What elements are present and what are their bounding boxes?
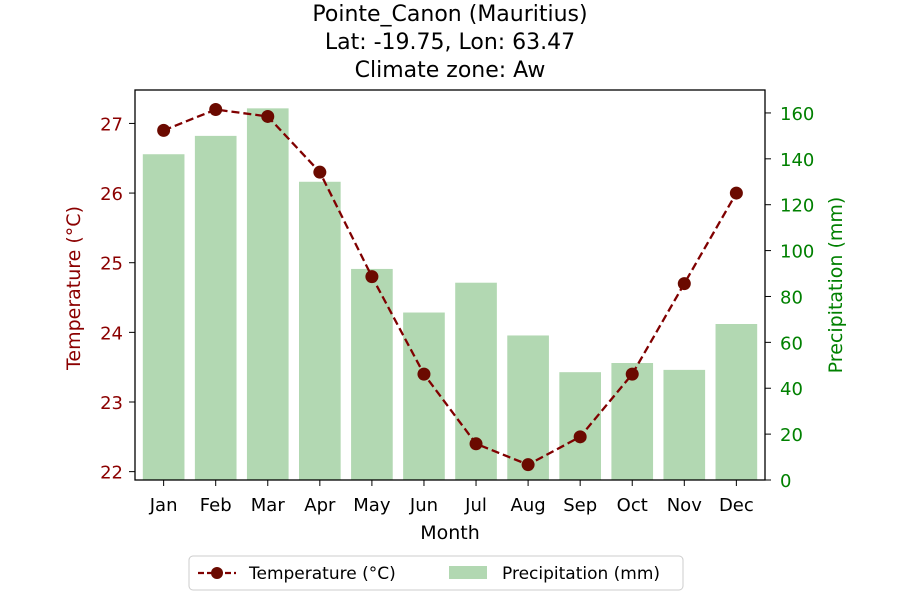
legend-precipitation-label: Precipitation (mm) bbox=[502, 564, 660, 584]
precipitation-bar-sep bbox=[559, 372, 601, 480]
temperature-point-oct bbox=[625, 367, 639, 381]
x-tick-label-jan: Jan bbox=[149, 495, 178, 516]
precipitation-bar-dec bbox=[715, 324, 758, 480]
left-y-axis-label: Temperature (°C) bbox=[63, 206, 85, 371]
right-y-tick-label: 100 bbox=[780, 242, 814, 263]
right-y-tick-label: 40 bbox=[780, 379, 803, 400]
x-tick-label-may: May bbox=[353, 495, 391, 516]
temperature-point-jan bbox=[157, 123, 171, 137]
right-y-tick-label: 80 bbox=[780, 287, 803, 308]
legend-dot-marker bbox=[211, 567, 223, 579]
temperature-point-nov bbox=[677, 277, 691, 291]
temperature-point-jul bbox=[469, 437, 483, 451]
legend-precipitation-swatch bbox=[449, 566, 487, 579]
left-y-tick-label: 22 bbox=[100, 463, 123, 484]
x-tick-label-apr: Apr bbox=[304, 495, 336, 516]
title-line-1: Pointe_Canon (Mauritius) bbox=[312, 2, 587, 27]
precipitation-bar-apr bbox=[299, 181, 341, 480]
x-tick-label-mar: Mar bbox=[251, 495, 286, 516]
right-y-tick-label: 20 bbox=[780, 425, 803, 446]
x-tick-label-jul: Jul bbox=[464, 495, 487, 516]
right-y-tick-label: 0 bbox=[780, 471, 791, 492]
left-y-axis-ticks: 22 23 24 25 26 27 bbox=[100, 114, 135, 484]
x-axis-ticks: Jan Feb Mar Apr May Jun Jul Aug Sep Oct Nov Dec bbox=[149, 480, 754, 516]
temperature-point-dec bbox=[729, 186, 743, 200]
x-tick-label-sep: Sep bbox=[563, 495, 597, 516]
left-y-tick-label: 25 bbox=[100, 254, 123, 275]
legend-temperature-swatch bbox=[198, 567, 236, 579]
left-y-tick-label: 24 bbox=[100, 323, 123, 344]
right-y-axis-ticks: 0 20 40 60 80 100 120 140 160 bbox=[765, 104, 814, 492]
x-tick-label-aug: Aug bbox=[511, 495, 546, 516]
x-tick-label-oct: Oct bbox=[617, 495, 648, 516]
precipitation-bar-aug bbox=[507, 335, 549, 480]
temperature-point-feb bbox=[209, 103, 223, 116]
temperature-line bbox=[157, 103, 743, 472]
left-y-tick-label: 27 bbox=[100, 114, 123, 135]
precipitation-bar-may bbox=[351, 268, 393, 480]
x-tick-label-nov: Nov bbox=[667, 495, 702, 516]
axes bbox=[134, 89, 766, 481]
right-y-axis-label: Precipitation (mm) bbox=[825, 197, 847, 374]
x-axis-label: Month bbox=[420, 522, 480, 544]
precipitation-bar-mar bbox=[246, 108, 289, 481]
right-y-tick-label: 140 bbox=[780, 150, 814, 171]
left-y-tick-label: 26 bbox=[100, 184, 123, 205]
temperature-point-mar bbox=[261, 109, 275, 123]
x-tick-label-jun: Jun bbox=[409, 495, 438, 516]
title-line-3: Climate zone: Aw bbox=[355, 58, 546, 83]
x-tick-label-feb: Feb bbox=[200, 495, 232, 516]
temperature-point-jun bbox=[417, 367, 431, 381]
precipitation-bar-jul bbox=[455, 282, 497, 480]
x-tick-label-dec: Dec bbox=[719, 495, 754, 516]
precipitation-bar-feb bbox=[194, 135, 237, 480]
right-y-tick-label: 60 bbox=[780, 333, 803, 354]
title-line-2: Lat: -19.75, Lon: 63.47 bbox=[325, 30, 575, 55]
temperature-point-aug bbox=[521, 458, 535, 472]
chart-title: Pointe_Canon (Mauritius) Lat: -19.75, Lo… bbox=[312, 2, 587, 83]
right-y-tick-label: 160 bbox=[780, 104, 814, 125]
temperature-point-sep bbox=[573, 430, 587, 444]
precipitation-bar-jan bbox=[142, 154, 185, 480]
temperature-series-line bbox=[163, 108, 738, 466]
precipitation-bars bbox=[142, 108, 758, 481]
legend-frame bbox=[188, 555, 684, 591]
precipitation-bar-jun bbox=[403, 312, 445, 480]
left-y-tick-label: 23 bbox=[100, 393, 123, 414]
plot-frame bbox=[134, 89, 766, 481]
right-y-tick-label: 120 bbox=[780, 196, 814, 217]
temperature-point-apr bbox=[313, 165, 327, 179]
temperature-point-may bbox=[365, 270, 379, 284]
precipitation-bar-nov bbox=[663, 369, 706, 480]
legend: Temperature (°C) Precipitation (mm) bbox=[188, 555, 684, 591]
legend-temperature-label: Temperature (°C) bbox=[248, 564, 396, 584]
precipitation-bar-oct bbox=[611, 363, 654, 480]
